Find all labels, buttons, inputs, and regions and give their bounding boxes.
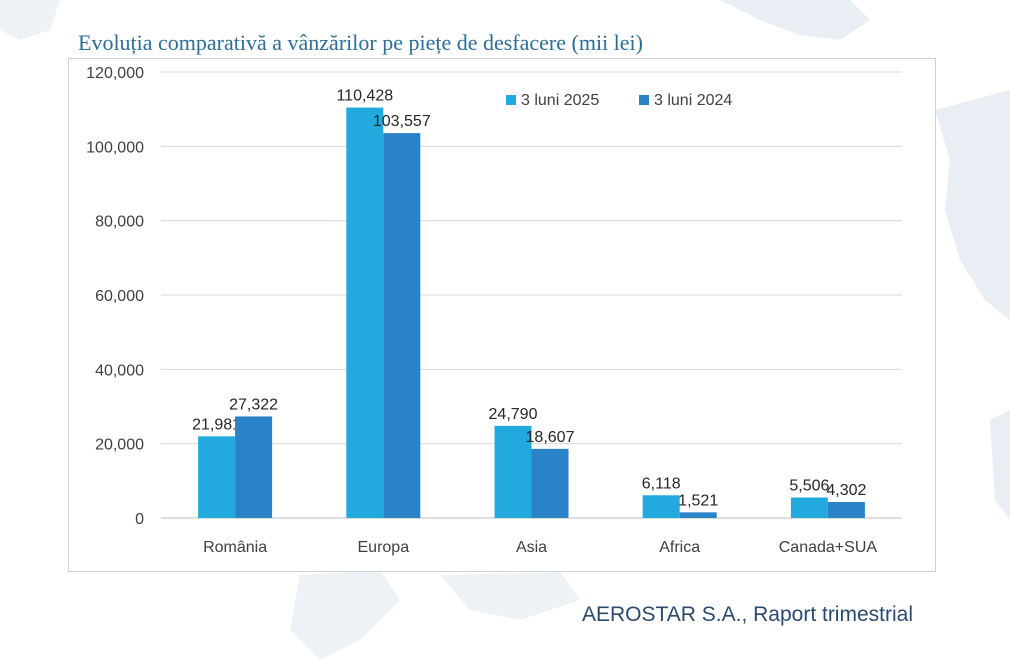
data-label: 110,428 xyxy=(336,88,393,105)
x-tick-label: Asia xyxy=(516,539,547,556)
bar-2024-3 xyxy=(679,512,717,518)
y-tick-label: 120,000 xyxy=(86,65,144,82)
data-label: 24,790 xyxy=(489,406,538,423)
data-label: 18,607 xyxy=(526,429,575,446)
chart-title: Evoluția comparativă a vânzărilor pe pie… xyxy=(78,30,643,55)
footer-text: AEROSTAR S.A., Raport trimestrial xyxy=(581,603,913,626)
bars: 21,981 27,322 110,428 103,557 24,790 18,607 6,… xyxy=(192,88,867,518)
bar-2024-1 xyxy=(383,133,421,518)
legend-label-0: 3 luni 2025 xyxy=(521,92,599,109)
bar-2025-2 xyxy=(494,425,532,518)
y-tick-label: 80,000 xyxy=(95,214,144,231)
data-label: 4,302 xyxy=(826,482,866,499)
bar-chart: 020,00040,00060,00080,000100,000120,000 … xyxy=(86,65,902,556)
bar-2025-0 xyxy=(198,436,236,518)
y-axis-ticks: 0 20,000 40,000 60,000 80,000 100,000 120,000 xyxy=(86,65,144,528)
y-tick-label: 100,000 xyxy=(86,139,144,156)
legend: 3 luni 2025 3 luni 2024 xyxy=(506,92,732,109)
data-label: 1,521 xyxy=(678,492,718,509)
data-label: 6,118 xyxy=(642,475,681,492)
y-tick-label: 0 xyxy=(135,511,144,528)
legend-swatch-0 xyxy=(506,95,516,105)
bar-2025-3 xyxy=(642,495,680,518)
data-label: 103,557 xyxy=(373,113,431,130)
x-tick-label: Europa xyxy=(358,539,410,556)
x-tick-label: Canada+SUA xyxy=(779,539,878,556)
y-tick-label: 40,000 xyxy=(95,362,144,379)
x-tick-label: România xyxy=(203,539,267,556)
x-tick-label: Africa xyxy=(659,539,700,556)
legend-swatch-1 xyxy=(639,95,649,105)
bar-2025-4 xyxy=(790,497,828,518)
bar-2024-0 xyxy=(235,416,273,518)
bar-2025-1 xyxy=(346,107,384,518)
y-tick-label: 60,000 xyxy=(95,288,144,305)
data-label: 5,506 xyxy=(789,478,829,495)
gridlines xyxy=(161,71,902,519)
data-label: 27,322 xyxy=(229,396,278,413)
legend-label-1: 3 luni 2024 xyxy=(654,92,732,109)
chart-frame: 0 20,000 40,000 60,000 80,000 100,000 120,000 … xyxy=(68,58,936,572)
bar-2024-2 xyxy=(531,448,569,518)
data-label: 21,981 xyxy=(192,416,241,433)
x-axis-ticks: România Europa Asia Africa Canada+SUA xyxy=(203,539,877,556)
y-tick-label: 20,000 xyxy=(95,437,144,454)
bar-2024-4 xyxy=(827,502,865,518)
